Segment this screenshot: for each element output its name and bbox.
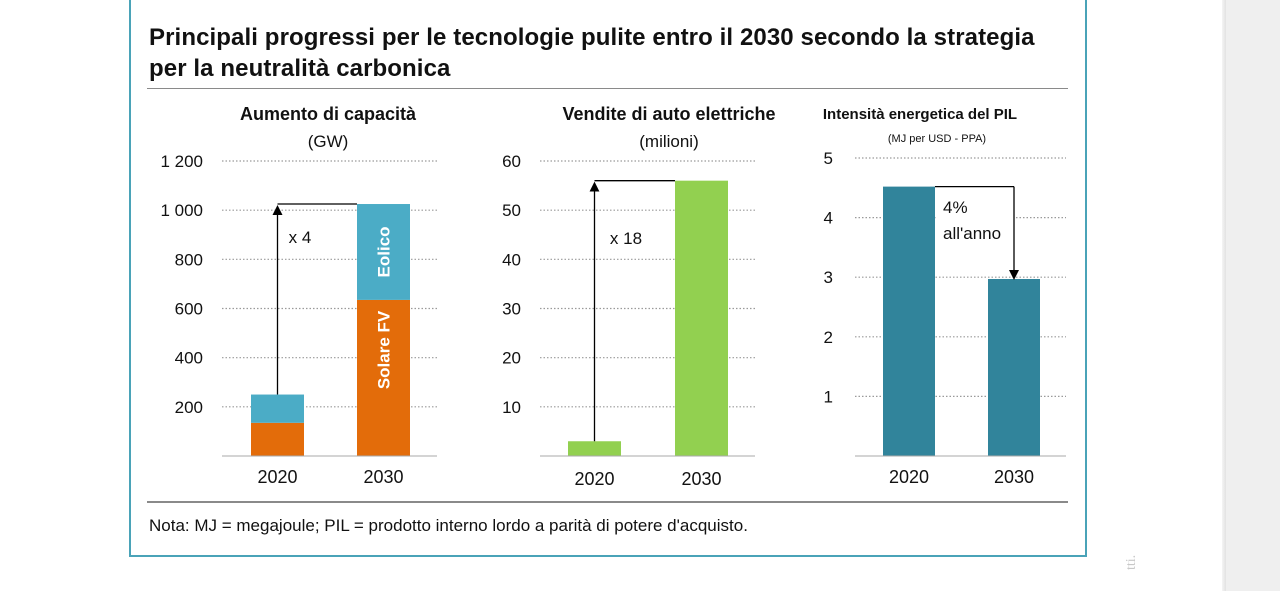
- y-tick-label: 50: [502, 201, 521, 220]
- chart-ev-subtitle: (milioni): [639, 132, 699, 151]
- y-tick-label: 2: [824, 328, 833, 347]
- y-tick-label: 10: [502, 398, 521, 417]
- note-rule: [147, 501, 1068, 503]
- y-tick-label: 1: [824, 387, 833, 406]
- title-rule: [147, 88, 1068, 89]
- page-edge-shadow: [1222, 0, 1226, 591]
- bar-segment: [251, 394, 304, 423]
- y-tick-label: 5: [824, 149, 833, 168]
- y-tick-label: 800: [175, 250, 203, 269]
- x-tick-label: 2030: [681, 469, 721, 489]
- chart-capacity-annotation: x 4: [289, 228, 312, 247]
- y-tick-label: 20: [502, 349, 521, 368]
- x-tick-label: 2020: [889, 467, 929, 487]
- series-label-eolico: Eolico: [375, 226, 394, 277]
- chart-capacity: Aumento di capacità (GW) 200 400 600 800 1 0…: [160, 104, 437, 487]
- chart-intensity-annotation-bg: [936, 194, 1014, 251]
- bar: [988, 278, 1040, 456]
- y-tick-label: 600: [175, 300, 203, 319]
- y-tick-label: 1 000: [160, 201, 203, 220]
- series-label-solare: Solare FV: [375, 310, 394, 389]
- chart-intensity-annotation-line1: 4%: [943, 198, 968, 217]
- bar-segment: [251, 422, 304, 456]
- chart-capacity-subtitle: (GW): [308, 132, 349, 151]
- y-tick-label: 30: [502, 300, 521, 319]
- x-tick-label: 2030: [994, 467, 1034, 487]
- chart-ev-title: Vendite di auto elettriche: [562, 104, 775, 124]
- chart-capacity-title: Aumento di capacità: [240, 104, 417, 124]
- y-tick-label: 400: [175, 349, 203, 368]
- chart-intensity-title: Intensità energetica del PIL: [823, 106, 1017, 123]
- x-tick-label: 2020: [257, 467, 297, 487]
- y-tick-label: 40: [502, 250, 521, 269]
- figure-title: Principali progressi per le tecnologie p…: [149, 24, 1035, 82]
- y-tick-label: 3: [824, 268, 833, 287]
- x-tick-label: 2030: [363, 467, 403, 487]
- bar-segment: [357, 204, 410, 300]
- y-tick-label: 200: [175, 398, 203, 417]
- bar: [883, 186, 935, 456]
- y-tick-label: 4: [824, 209, 833, 228]
- figure-note: Nota: MJ = megajoule; PIL = prodotto int…: [149, 516, 748, 535]
- bar-segment: [357, 299, 410, 456]
- figure-box: [129, 0, 1087, 557]
- x-tick-label: 2020: [574, 469, 614, 489]
- viewer-gutter: [1226, 0, 1280, 591]
- chart-ev-sales: Vendite di auto elettriche (milioni) 10 2…: [502, 104, 775, 489]
- chart-intensity-subtitle: (MJ per USD - PPA): [888, 133, 986, 145]
- bar: [568, 441, 621, 456]
- bar: [675, 180, 728, 456]
- chart-energy-intensity: Intensità energetica del PIL (MJ per USD…: [823, 106, 1066, 487]
- chart-intensity-annotation-line2: all'anno: [943, 224, 1001, 243]
- y-tick-label: 1 200: [160, 152, 203, 171]
- chart-ev-annotation: x 18: [610, 229, 642, 248]
- y-tick-label: 60: [502, 152, 521, 171]
